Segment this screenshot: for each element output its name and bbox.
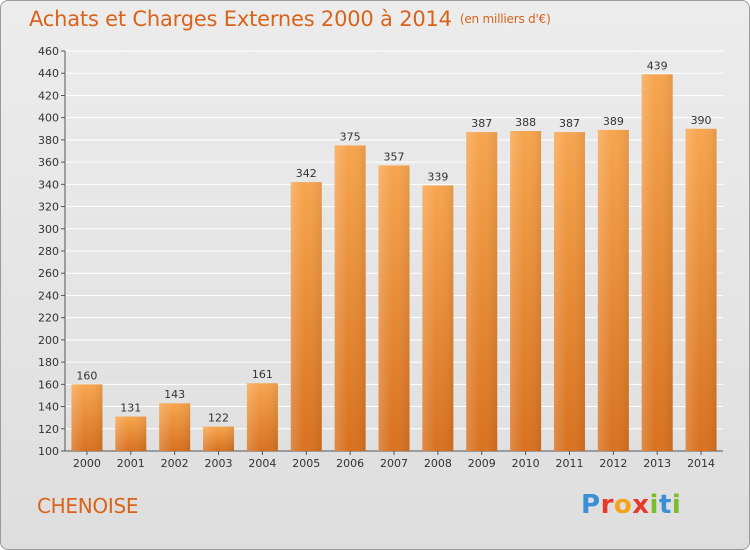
chart-title: Achats et Charges Externes 2000 à 2014 (e… — [29, 7, 551, 31]
data-label: 439 — [647, 59, 668, 72]
bar-shade-2005 — [290, 182, 322, 451]
x-tick-label: 2005 — [292, 457, 320, 470]
data-label: 388 — [515, 116, 536, 129]
x-tick-label: 2004 — [248, 457, 276, 470]
data-label: 390 — [691, 114, 712, 127]
x-tick-label: 2002 — [161, 457, 189, 470]
title-text: Achats et Charges Externes 2000 à 2014 — [29, 7, 452, 31]
data-label: 143 — [164, 388, 185, 401]
y-tick-label: 320 — [38, 201, 59, 214]
y-tick-label: 380 — [38, 134, 59, 147]
data-label: 375 — [340, 130, 361, 143]
y-tick-label: 160 — [38, 378, 59, 391]
logo-letter: r — [600, 490, 614, 520]
y-tick-label: 260 — [38, 267, 59, 280]
x-tick-label: 2001 — [117, 457, 145, 470]
y-tick-label: 100 — [38, 445, 59, 458]
data-label: 342 — [296, 167, 317, 180]
bar-shade-2013 — [641, 74, 673, 451]
logo-letter: i — [671, 490, 682, 520]
bar-shade-2003 — [203, 426, 235, 451]
data-label: 122 — [208, 412, 229, 425]
data-label: 389 — [603, 115, 624, 128]
logo-letter: o — [613, 490, 633, 520]
x-tick-label: 2008 — [424, 457, 452, 470]
logo-letter: x — [632, 490, 650, 520]
data-label: 160 — [76, 369, 97, 382]
bar-shade-2004 — [246, 383, 278, 451]
y-tick-label: 400 — [38, 112, 59, 125]
logo-letter: i — [649, 490, 659, 520]
bar-shade-2012 — [597, 129, 629, 451]
bar-shade-2002 — [159, 403, 191, 451]
y-tick-label: 180 — [38, 356, 59, 369]
x-tick-label: 2006 — [336, 457, 364, 470]
x-tick-label: 2003 — [205, 457, 233, 470]
data-labels: 160 131 143 122 161 342 375 357 339 387 388 387 389 4… — [76, 59, 711, 424]
bar-shade-2009 — [466, 132, 498, 451]
bars — [71, 74, 717, 451]
x-tick-label: 2010 — [512, 457, 540, 470]
x-tick-label: 2012 — [599, 457, 627, 470]
x-tick-label: 2007 — [380, 457, 408, 470]
y-tick-label: 360 — [38, 156, 59, 169]
y-tick-label: 420 — [38, 89, 59, 102]
bar-shade-2008 — [422, 185, 454, 451]
bar-shade-2011 — [553, 132, 585, 451]
data-label: 357 — [384, 150, 405, 163]
y-tick-label: 440 — [38, 67, 59, 80]
data-label: 131 — [120, 402, 141, 415]
axes: 100 120 140 160 180 200 220 240 260 280 300 320 340 3… — [38, 45, 723, 470]
bar-shade-2001 — [115, 416, 147, 451]
x-tick-label: 2009 — [468, 457, 496, 470]
x-tick-label: 2013 — [643, 457, 671, 470]
y-tick-label: 120 — [38, 423, 59, 436]
y-tick-label: 240 — [38, 289, 59, 302]
x-tick-label: 2000 — [73, 457, 101, 470]
data-label: 387 — [471, 117, 492, 130]
y-tick-label: 200 — [38, 334, 59, 347]
bar-shade-2006 — [334, 145, 366, 451]
data-label: 339 — [427, 170, 448, 183]
y-tick-label: 220 — [38, 312, 59, 325]
y-tick-label: 280 — [38, 245, 59, 258]
logo-letter: t — [658, 490, 672, 520]
logo-letter: P — [581, 490, 601, 520]
proxiti-logo: Proxiti — [581, 490, 681, 520]
commune-name: CHENOISE — [37, 494, 139, 518]
x-tick-label: 2011 — [555, 457, 583, 470]
x-tick-label: 2014 — [687, 457, 715, 470]
y-tick-label: 140 — [38, 401, 59, 414]
bar-shade-2007 — [378, 165, 410, 451]
bar-shade-2000 — [71, 384, 103, 451]
y-tick-label: 300 — [38, 223, 59, 236]
chart-subtitle: (en milliers d'€) — [459, 12, 551, 26]
data-label: 387 — [559, 117, 580, 130]
y-tick-label: 460 — [38, 45, 59, 58]
bar-shade-2010 — [510, 131, 542, 451]
data-label: 161 — [252, 368, 273, 381]
y-tick-label: 340 — [38, 178, 59, 191]
bar-shade-2014 — [685, 128, 717, 451]
